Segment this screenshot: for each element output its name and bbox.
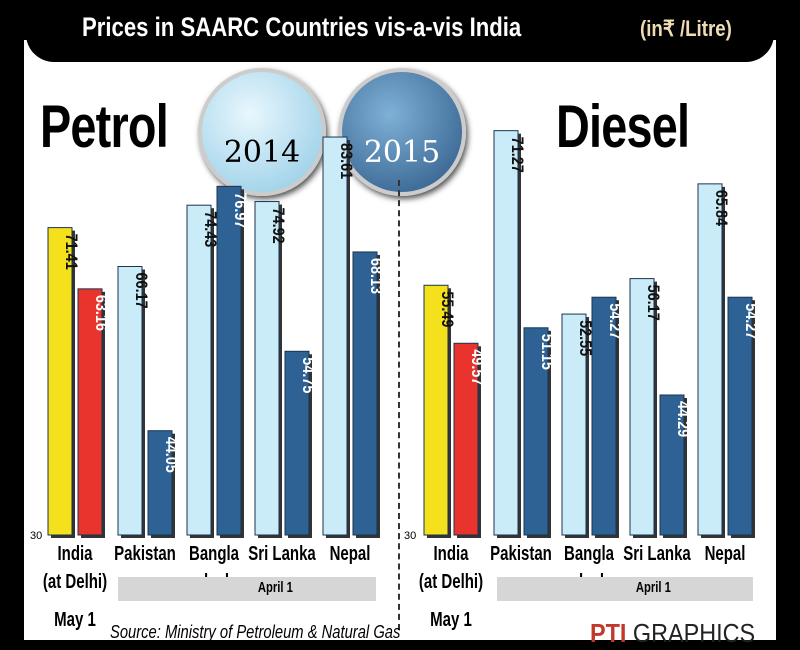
bar-diesel-2015-4 [727,296,753,536]
bar-value-label: 49.57 [468,349,486,385]
bar-value-label: 52.55 [576,320,594,356]
bar-value-label: 65.84 [712,190,730,226]
legend-2014-badge: 2014 [198,68,326,196]
y-axis-min-label: 30 [404,530,416,542]
april-label: April 1 [635,579,671,596]
bar-diesel-2015-2 [591,296,617,536]
bar-diesel-2014-2 [561,313,587,536]
pti-logo: PTI [590,618,627,648]
petrol-title: Petrol [40,93,169,160]
bar-petrol-2014-0 [47,227,73,536]
category-label: India (at Delhi) [418,543,484,593]
bar-value-label: 74.43 [201,211,219,247]
bar-petrol-2015-0 [77,288,103,536]
bar-petrol-2014-4 [322,136,348,536]
bar-value-label: 44.05 [162,437,180,473]
bar-petrol-2015-2 [216,185,242,536]
bar-value-label: 68.13 [367,258,385,294]
bar-value-label: 83.61 [337,143,355,179]
diesel-title: Diesel [556,93,690,160]
bar-value-label: 44.29 [674,401,692,437]
bar-value-label: 54.27 [742,303,760,339]
category-label: Sri Lanka [623,543,691,565]
bar-value-label: 55.49 [438,291,456,327]
legend-2015-label: 2015 [363,135,441,170]
category-label: India (at Delhi) [42,543,108,593]
category-label: Nepal [329,543,371,565]
bar-value-label: 63.16 [92,295,110,331]
bar-value-label: 71.41 [62,234,80,270]
chart-title: Prices in SAARC Countries vis-a-vis Indi… [82,12,522,42]
bar-petrol-2015-1 [147,430,173,536]
bar-petrol-2014-2 [186,204,212,536]
source-note: Source: Ministry of Petroleum & Natural … [110,622,401,642]
petrol-april-band: April 1 [118,577,376,601]
divider-line [398,180,400,630]
diesel-april-band: April 1 [497,577,753,601]
unit-label: (in₹ /Litre) [640,16,732,41]
bar-petrol-2014-3 [254,201,280,536]
category-label: Pakistan [490,543,552,565]
bar-petrol-2015-4 [352,251,378,536]
bar-diesel-2015-3 [659,394,685,536]
category-label: Pakistan [114,543,176,565]
bar-value-label: 51.15 [538,334,556,370]
bar-diesel-2014-0 [423,284,449,536]
bar-value-label: 56.17 [644,285,662,321]
bar-value-label: 66.17 [132,273,150,309]
bar-diesel-2015-0 [453,342,479,536]
petrol-may-label: May 1 [54,609,96,631]
bar-value-label: 54.75 [299,357,317,393]
april-label: April 1 [257,579,294,596]
bar-diesel-2014-4 [697,183,723,536]
legend-2014-label: 2014 [223,135,301,170]
bar-diesel-2015-1 [523,327,549,536]
bar-value-label: 76.97 [231,192,249,228]
credit: PTI GRAPHICS [590,618,755,649]
diesel-may-label: May 1 [430,609,472,631]
category-label: Sri Lanka [248,543,316,565]
bar-diesel-2014-3 [629,278,655,536]
category-label: Nepal [704,543,746,565]
bar-value-label: 71.27 [508,137,526,173]
legend-2015-badge: 2015 [338,68,466,196]
title-bar: Prices in SAARC Countries vis-a-vis Indi… [26,0,774,62]
bar-petrol-2015-3 [284,350,310,536]
bar-value-label: 54.27 [606,303,624,339]
bar-petrol-2014-1 [117,266,143,536]
bar-diesel-2014-1 [493,130,519,536]
credit-text: GRAPHICS [632,618,756,648]
y-axis-min-label: 30 [30,530,42,542]
bar-value-label: 74.92 [269,208,287,244]
